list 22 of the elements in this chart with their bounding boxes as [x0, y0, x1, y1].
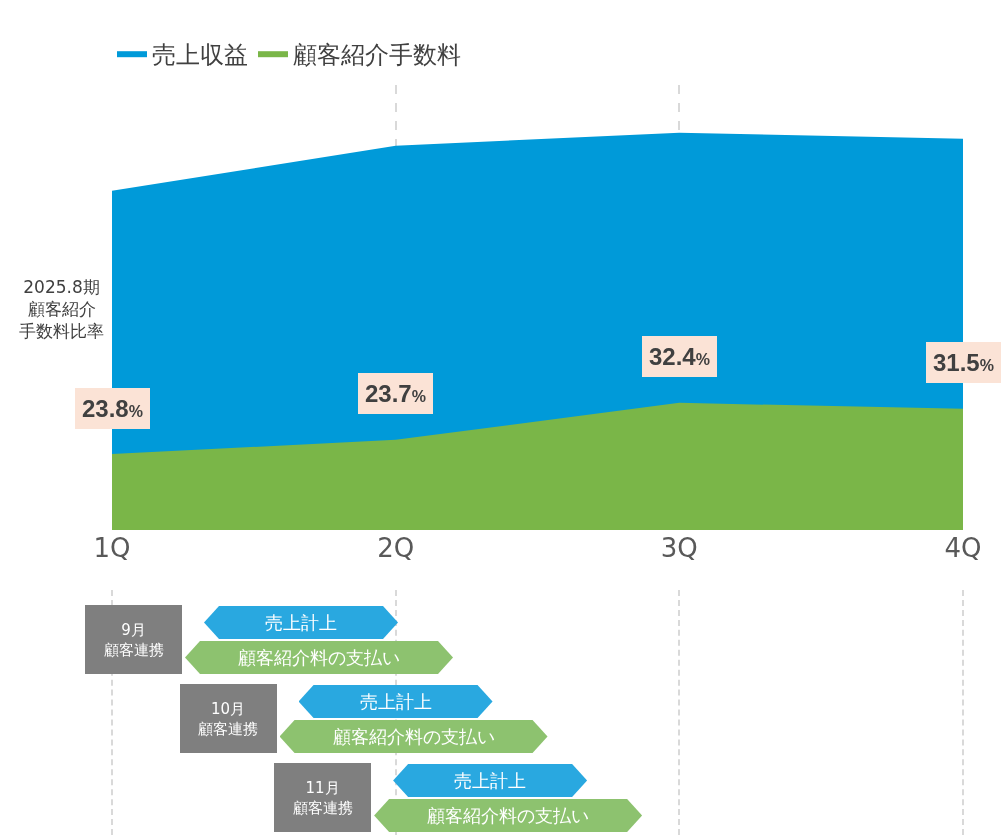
hexagon-tag: 顧客紹介料の支払い [374, 799, 643, 832]
annotation: 2025.8期 [23, 277, 100, 297]
legend-label: 顧客紹介手数料 [293, 40, 461, 69]
x-tick-label: 1Q [93, 533, 131, 563]
annotation: 顧客紹介 [27, 299, 96, 320]
annotation: 23.7% [365, 380, 426, 407]
x-tick-label: 2Q [377, 533, 415, 563]
month-box: 11月 顧客連携 [274, 763, 372, 832]
hexagon-tag: 顧客紹介料の支払い [279, 720, 548, 753]
annotation: 32.4% [649, 343, 710, 370]
hexagon-tag: 売上計上 [298, 685, 493, 718]
hexagon-tag: 顧客紹介料の支払い [185, 641, 453, 674]
legend-label: 売上収益 [152, 40, 248, 69]
annotation: 31.5% [933, 349, 994, 376]
hexagon-tag: 売上計上 [204, 606, 398, 639]
annotation: 手数料比率 [19, 321, 104, 342]
month-box: 10月 顧客連携 [179, 684, 277, 753]
x-tick-label: 4Q [944, 533, 982, 563]
annotation: 23.8% [82, 395, 143, 422]
hexagon-tag: 売上計上 [393, 764, 588, 797]
month-box: 9月 顧客連携 [85, 605, 182, 674]
x-tick-label: 3Q [660, 533, 698, 563]
